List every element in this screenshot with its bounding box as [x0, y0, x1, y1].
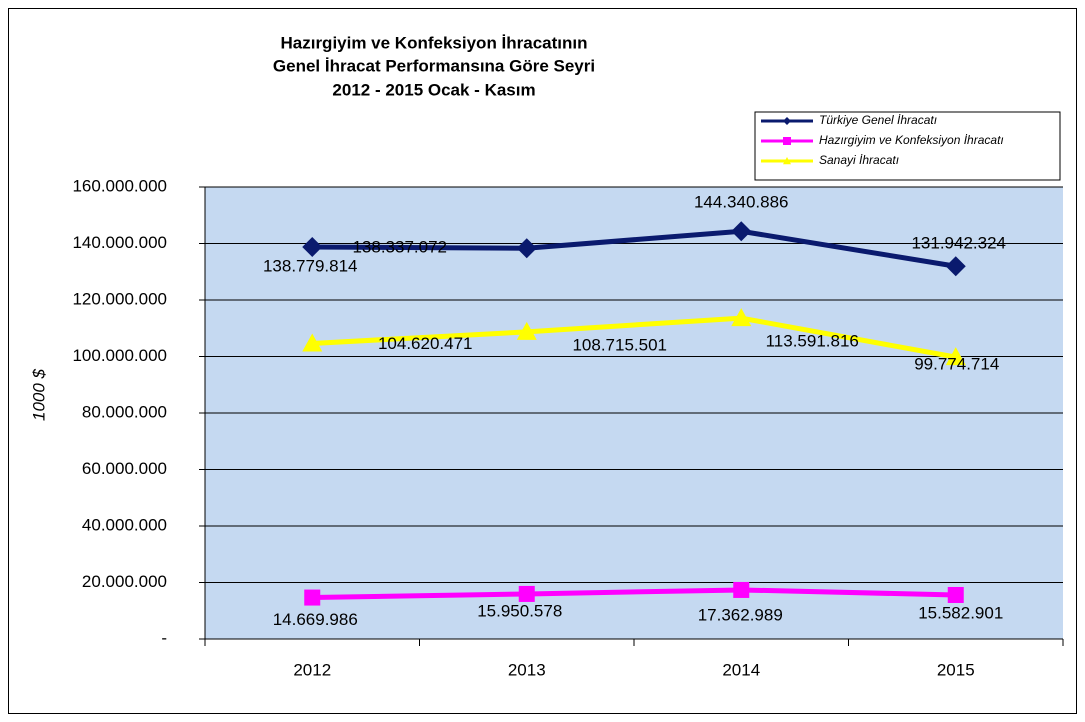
- series-line: [312, 587, 956, 601]
- marker: [302, 236, 323, 257]
- marker: [518, 585, 535, 602]
- data-label: 14.669.986: [273, 610, 358, 629]
- data-label: 131.942.324: [911, 234, 1006, 253]
- y-tick-label: -: [161, 628, 167, 647]
- legend-box: [754, 111, 1061, 181]
- marker: [302, 333, 323, 352]
- marker: [516, 321, 537, 340]
- marker: [733, 581, 750, 598]
- legend-label: Türkiye Genel İhracatı: [819, 113, 937, 127]
- legend-label: Hazırgiyim ve Konfeksiyon İhracatı: [819, 133, 1004, 147]
- y-tick-label: 140.000.000: [72, 233, 167, 252]
- data-label: 99.774.714: [914, 355, 999, 374]
- data-label: 104.620.471: [378, 334, 473, 353]
- x-tick-label: 2013: [508, 660, 546, 679]
- data-label: 108.715.501: [572, 335, 667, 354]
- y-tick-label: 100.000.000: [72, 346, 167, 365]
- chart-title: Genel İhracat Performansına Göre Seyri: [273, 56, 595, 75]
- x-tick-label: 2015: [937, 660, 975, 679]
- y-axis-label: 1000 $: [29, 368, 48, 421]
- y-tick-label: 120.000.000: [72, 289, 167, 308]
- data-label: 15.582.901: [918, 603, 1003, 622]
- data-label: 15.950.578: [477, 601, 562, 620]
- y-tick-label: 20.000.000: [82, 572, 167, 591]
- y-tick-label: 60.000.000: [82, 459, 167, 478]
- data-label: 144.340.886: [694, 193, 789, 212]
- marker: [947, 586, 964, 603]
- y-tick-label: 160.000.000: [72, 176, 167, 195]
- data-label: 17.362.989: [698, 605, 783, 624]
- data-label: 113.591.816: [766, 332, 859, 351]
- marker: [731, 221, 752, 242]
- series-line: [312, 315, 957, 360]
- marker: [945, 256, 966, 277]
- x-tick-label: 2014: [722, 660, 760, 679]
- chart-title: Hazırgiyim ve Konfeksiyon İhracatının: [280, 33, 587, 52]
- y-tick-label: 80.000.000: [82, 402, 167, 421]
- marker: [304, 589, 321, 606]
- legend-label: Sanayi İhracatı: [819, 153, 899, 167]
- marker: [945, 347, 966, 366]
- chart-title: 2012 - 2015 Ocak - Kasım: [332, 80, 535, 99]
- series-line: [312, 228, 957, 269]
- data-label: 138.779.814: [263, 256, 358, 275]
- marker: [783, 157, 791, 165]
- y-tick-label: 40.000.000: [82, 515, 167, 534]
- data-label: 138.337.072: [352, 238, 447, 257]
- marker: [731, 308, 752, 327]
- x-tick-label: 2012: [293, 660, 331, 679]
- marker: [783, 137, 791, 145]
- marker: [783, 117, 791, 125]
- marker: [516, 238, 537, 259]
